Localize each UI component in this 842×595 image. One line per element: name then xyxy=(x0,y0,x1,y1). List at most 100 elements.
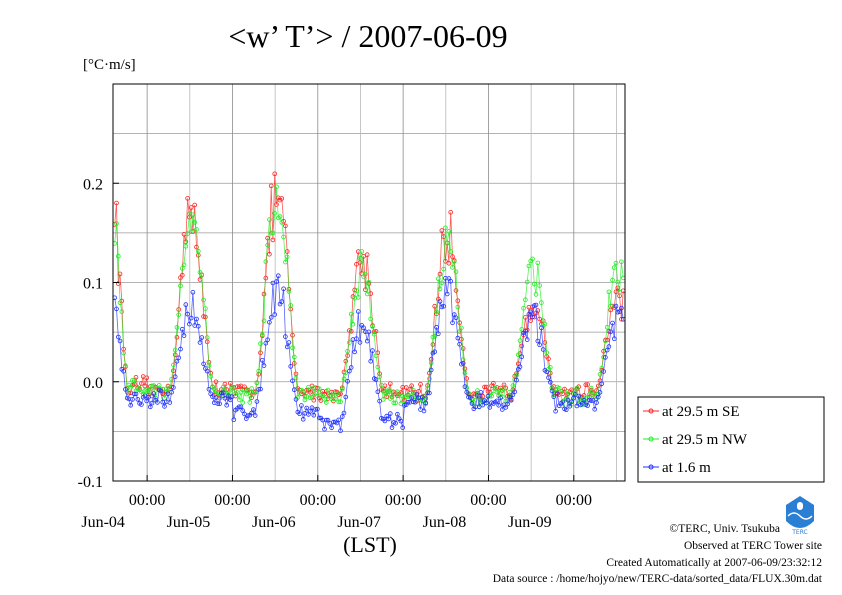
data-point xyxy=(151,391,157,396)
data-point xyxy=(274,202,279,207)
data-point xyxy=(199,335,205,340)
data-point xyxy=(245,388,251,393)
data-point xyxy=(190,289,196,295)
data-point xyxy=(546,356,551,362)
data-point xyxy=(194,227,199,232)
data-point xyxy=(432,333,438,339)
data-point xyxy=(290,332,295,338)
data-point xyxy=(475,393,480,398)
data-point xyxy=(263,340,269,346)
y-tick-label: 0.0 xyxy=(83,375,103,392)
data-point xyxy=(354,336,359,342)
data-point xyxy=(268,183,274,189)
data-point xyxy=(450,265,455,270)
data-point xyxy=(322,426,327,432)
data-point xyxy=(366,329,372,335)
data-point xyxy=(412,399,418,405)
data-point xyxy=(395,411,400,417)
data-point xyxy=(155,400,160,405)
data-point xyxy=(236,404,242,410)
data-point xyxy=(348,328,354,334)
data-point xyxy=(348,311,354,317)
data-point xyxy=(149,383,155,389)
data-point xyxy=(435,331,441,337)
data-point xyxy=(343,358,349,364)
data-point xyxy=(606,289,612,295)
data-point xyxy=(393,400,398,406)
data-point xyxy=(180,326,185,332)
data-point xyxy=(526,263,532,269)
data-point xyxy=(323,400,329,405)
data-point xyxy=(116,334,121,340)
data-point xyxy=(562,386,567,392)
data-point xyxy=(291,387,297,393)
data-point xyxy=(123,363,128,368)
credit-copyright: ©TERC, Univ. Tsukuba xyxy=(670,523,780,535)
data-point xyxy=(435,276,441,282)
x-axis-label: (LST) xyxy=(343,532,397,557)
data-point xyxy=(375,389,381,395)
data-point xyxy=(283,223,288,229)
data-point xyxy=(558,389,564,394)
data-point xyxy=(611,336,617,342)
data-point xyxy=(418,382,423,387)
data-point xyxy=(244,391,249,397)
data-point xyxy=(544,350,549,356)
data-point xyxy=(345,378,350,384)
data-point xyxy=(439,280,445,286)
data-point xyxy=(469,401,475,406)
data-point xyxy=(142,383,148,389)
data-point xyxy=(391,400,397,406)
data-point xyxy=(389,389,395,395)
data-point xyxy=(601,369,606,374)
data-point xyxy=(542,321,548,327)
data-point xyxy=(457,341,462,347)
data-point xyxy=(291,354,297,360)
data-point xyxy=(483,400,489,406)
data-point xyxy=(563,407,569,413)
legend: at 29.5 m SE at 29.5 m NW at 1.6 m xyxy=(637,396,825,483)
data-point xyxy=(178,283,183,289)
data-point xyxy=(187,321,192,327)
data-point xyxy=(428,367,434,373)
data-point xyxy=(524,337,530,342)
data-point xyxy=(297,411,302,417)
data-point xyxy=(151,383,157,389)
data-point xyxy=(183,244,189,249)
credit-source: Data source : /home/hojyo/new/TERC-data/… xyxy=(493,573,823,585)
data-point xyxy=(256,387,262,392)
data-point xyxy=(201,297,206,303)
credit-created: Created Automatically at 2007-06-09/23:3… xyxy=(606,557,822,569)
logo-drop xyxy=(797,502,803,510)
data-point xyxy=(220,384,226,390)
data-point xyxy=(320,393,326,399)
data-point xyxy=(277,214,283,219)
data-point xyxy=(409,395,414,400)
data-point xyxy=(190,212,196,218)
x-tick-label-date: Jun-07 xyxy=(337,514,381,531)
data-point xyxy=(441,266,446,272)
terc-logo: TERC xyxy=(786,496,814,536)
data-point xyxy=(478,390,484,395)
data-point xyxy=(354,261,359,267)
data-point xyxy=(176,355,182,361)
data-point xyxy=(437,271,443,277)
data-point xyxy=(460,346,466,351)
data-point xyxy=(204,368,210,374)
data-point xyxy=(267,251,272,257)
data-point xyxy=(254,380,260,386)
data-point xyxy=(336,399,342,405)
data-point xyxy=(174,325,180,330)
data-point xyxy=(523,328,528,334)
data-point xyxy=(181,262,187,268)
data-point xyxy=(167,400,173,405)
data-point xyxy=(196,248,201,254)
data-point xyxy=(485,393,491,399)
data-point xyxy=(261,291,267,297)
data-point xyxy=(499,407,505,412)
data-point xyxy=(443,258,448,264)
data-point xyxy=(547,379,553,385)
data-point xyxy=(334,390,340,396)
data-point xyxy=(501,386,507,392)
data-point xyxy=(258,341,263,346)
